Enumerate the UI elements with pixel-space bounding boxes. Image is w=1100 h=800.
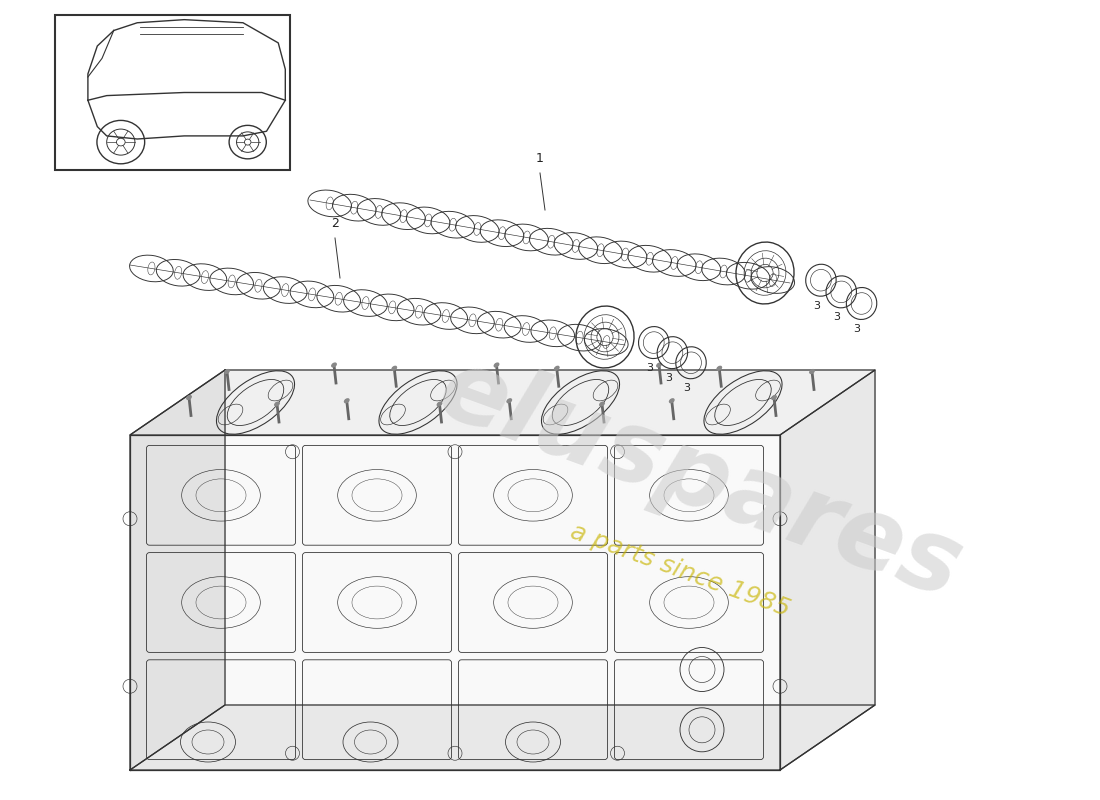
Ellipse shape — [392, 366, 396, 370]
Text: 3: 3 — [834, 313, 840, 322]
Text: 3: 3 — [646, 363, 653, 374]
Ellipse shape — [494, 363, 498, 367]
Text: 3: 3 — [854, 324, 860, 334]
Ellipse shape — [332, 363, 337, 367]
Text: 3: 3 — [664, 374, 672, 383]
Ellipse shape — [507, 399, 512, 402]
Text: a parts since 1985: a parts since 1985 — [566, 519, 793, 621]
Ellipse shape — [657, 363, 661, 367]
Text: 1: 1 — [536, 152, 543, 165]
Ellipse shape — [772, 396, 777, 399]
Text: 3: 3 — [813, 301, 820, 311]
Ellipse shape — [810, 370, 814, 374]
Ellipse shape — [224, 370, 229, 374]
Text: eluspares: eluspares — [426, 341, 975, 619]
Polygon shape — [130, 705, 874, 770]
Polygon shape — [130, 435, 780, 770]
Ellipse shape — [344, 399, 349, 402]
Ellipse shape — [600, 402, 604, 406]
Polygon shape — [130, 370, 225, 770]
Ellipse shape — [187, 396, 191, 399]
Ellipse shape — [670, 399, 674, 402]
Ellipse shape — [717, 366, 722, 370]
Ellipse shape — [275, 402, 279, 406]
Polygon shape — [780, 370, 874, 770]
Text: 3: 3 — [683, 383, 691, 394]
Ellipse shape — [554, 366, 559, 370]
Polygon shape — [130, 370, 874, 435]
Ellipse shape — [438, 402, 442, 406]
Bar — [55, 15, 290, 170]
Text: 2: 2 — [331, 217, 339, 230]
